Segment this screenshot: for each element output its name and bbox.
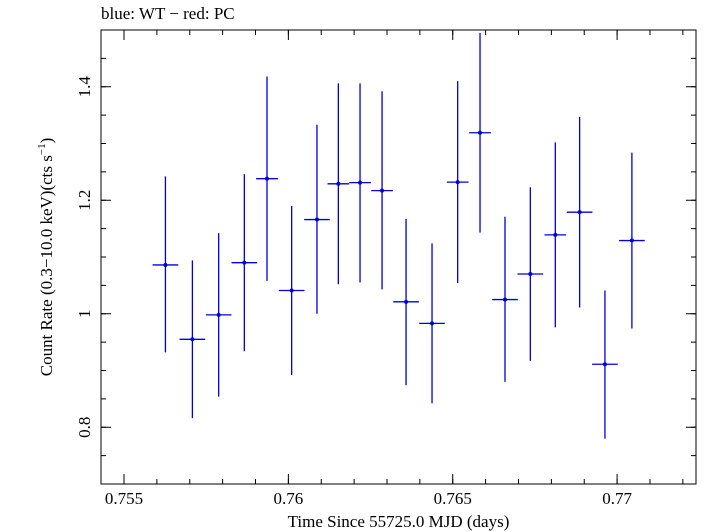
data-marker — [190, 337, 195, 342]
data-point — [304, 124, 330, 314]
data-point — [544, 142, 567, 328]
data-point — [205, 233, 232, 397]
data-points — [152, 32, 645, 439]
data-marker — [289, 288, 294, 293]
y-axis-label-end: ) — [37, 138, 56, 144]
data-point — [349, 83, 371, 283]
data-point — [278, 205, 305, 376]
data-point — [566, 116, 593, 308]
y-tick-label: 1 — [75, 310, 94, 319]
data-marker — [602, 362, 607, 367]
plot-frame — [100, 29, 697, 485]
chart-title: blue: WT − red: PC — [101, 4, 235, 23]
x-tick-label: 0.77 — [602, 489, 632, 508]
data-marker — [478, 130, 483, 135]
x-tick-label: 0.755 — [105, 489, 143, 508]
data-marker — [629, 238, 634, 243]
y-tick-label: 1.4 — [75, 76, 94, 98]
data-point — [517, 187, 544, 361]
data-point — [492, 216, 518, 382]
data-point — [469, 32, 491, 233]
major-ticks — [101, 30, 696, 484]
data-marker — [358, 180, 363, 185]
data-marker — [314, 217, 319, 222]
data-marker — [430, 321, 435, 326]
data-marker — [163, 262, 168, 267]
data-marker — [380, 188, 385, 193]
data-point — [371, 91, 393, 290]
data-marker — [336, 181, 341, 186]
data-point — [256, 76, 278, 281]
data-point — [327, 83, 350, 285]
y-axis-label-main: Count Rate (0.3−10.0 keV)(cts s — [37, 155, 56, 376]
tick-labels: 0.755 0.76 0.765 0.77 0.8 1 1.2 1.4 — [75, 76, 632, 508]
y-axis-label-sup: −1 — [36, 143, 48, 155]
data-marker — [503, 297, 508, 302]
data-point — [179, 260, 206, 419]
y-axis-label: Count Rate (0.3−10.0 keV)(cts s−1) — [36, 138, 56, 377]
data-marker — [242, 260, 247, 265]
data-point — [231, 174, 258, 352]
data-marker — [265, 176, 270, 181]
y-tick-label: 0.8 — [75, 417, 94, 438]
data-point — [393, 218, 419, 386]
data-marker — [528, 272, 533, 277]
data-marker — [404, 299, 409, 304]
data-marker — [577, 210, 582, 215]
data-marker — [553, 232, 558, 237]
x-tick-label: 0.76 — [274, 489, 304, 508]
y-tick-label: 1.2 — [75, 190, 94, 211]
minor-ticks — [101, 29, 696, 485]
data-marker — [216, 312, 221, 317]
data-marker — [455, 180, 460, 185]
data-point — [446, 81, 469, 284]
data-point — [152, 176, 179, 353]
x-tick-label: 0.765 — [434, 489, 472, 508]
x-axis-label: Time Since 55725.0 MJD (days) — [288, 512, 510, 531]
data-point — [419, 243, 445, 404]
data-point — [592, 290, 618, 439]
data-point — [619, 152, 645, 329]
